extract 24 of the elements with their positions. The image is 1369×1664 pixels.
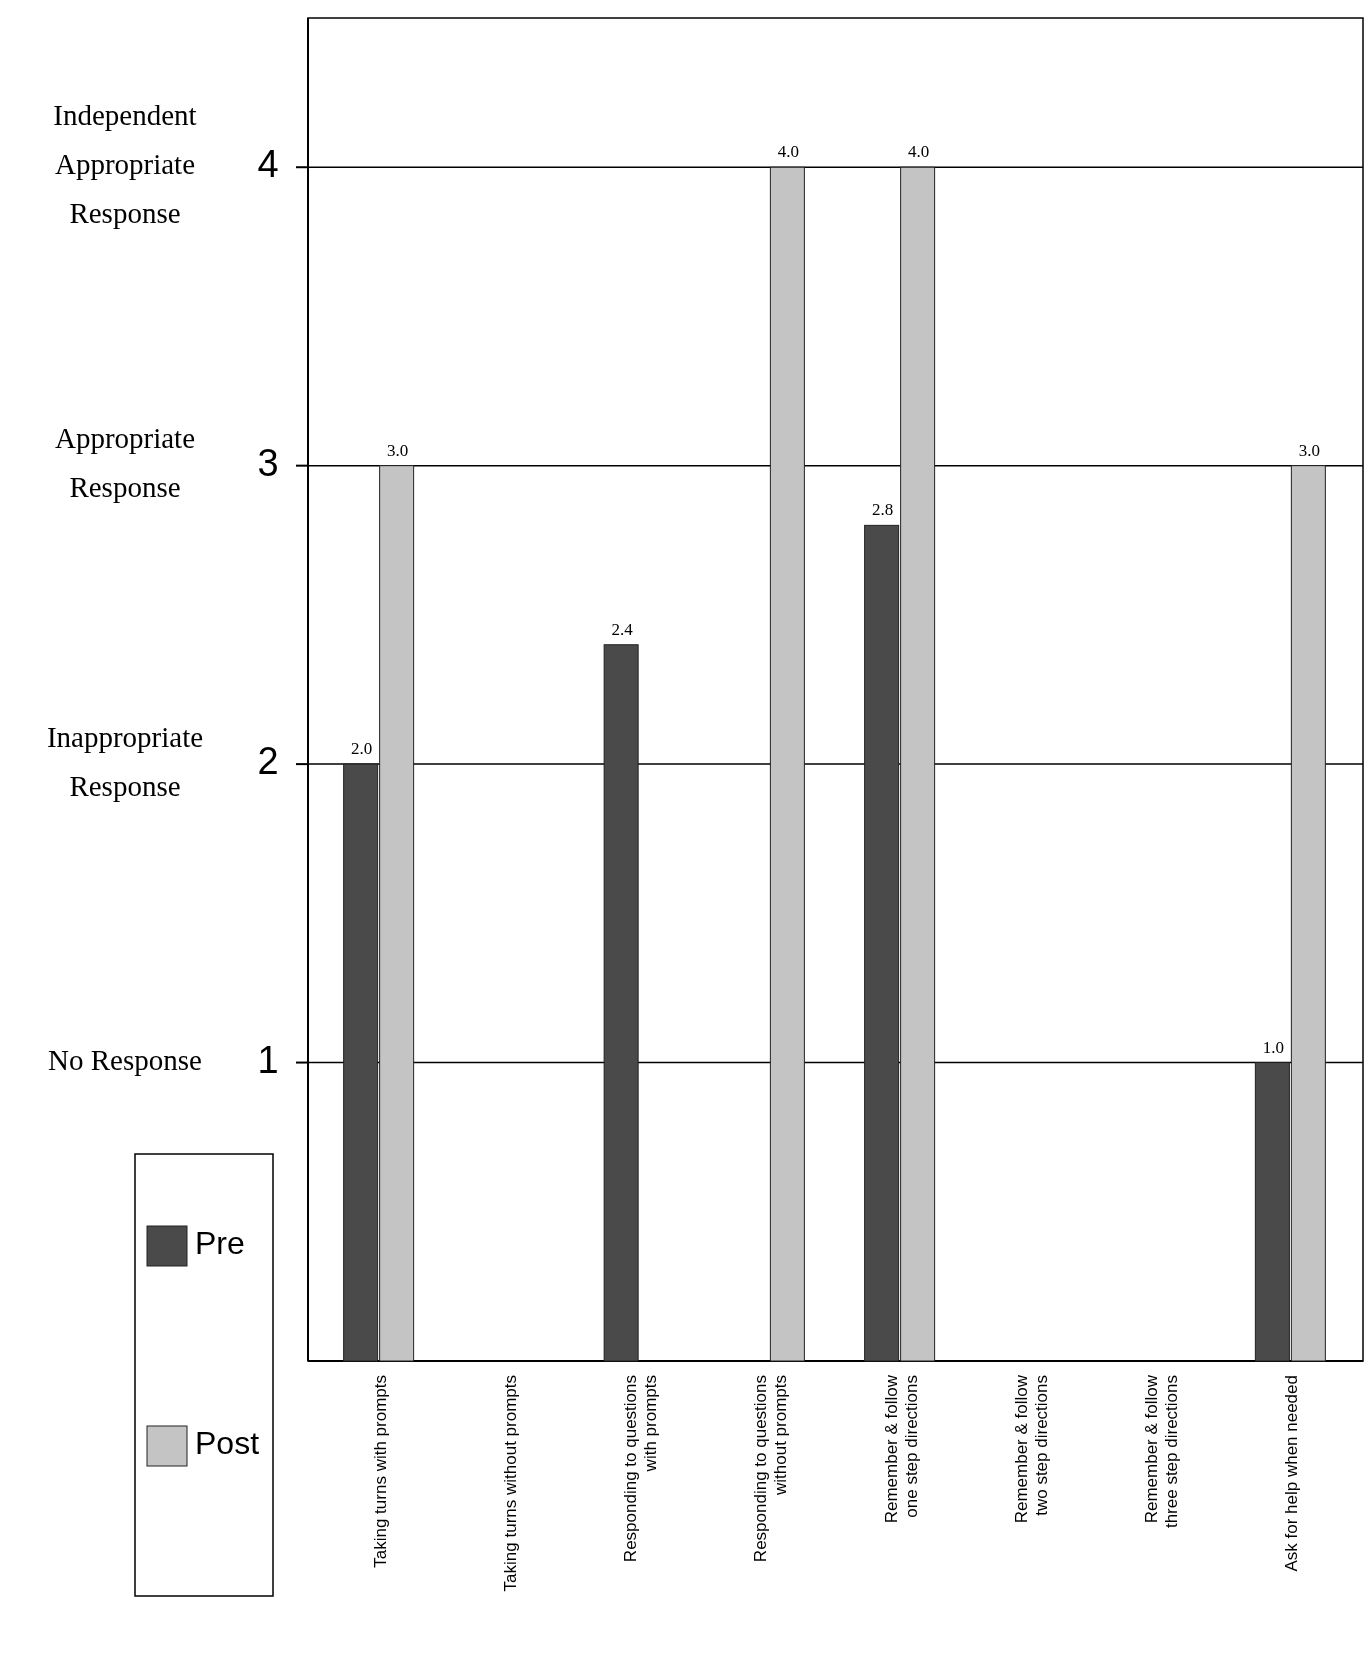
- bar: [603, 644, 639, 1362]
- text: Independent Appropriate Response: [53, 98, 197, 229]
- text: No Response: [48, 1043, 202, 1076]
- data-label: 4.0: [908, 142, 930, 162]
- data-label: 2.4: [611, 619, 634, 639]
- x-tick-label: Taking turns without prompts: [500, 1375, 520, 1592]
- x-tick-label: Taking turns with prompts: [370, 1375, 390, 1568]
- legend-label: Pre: [195, 1225, 245, 1262]
- y-tick-label: 1: [257, 1038, 279, 1081]
- data-label: 1.0: [1262, 1037, 1284, 1057]
- x-tick-label: Ask for help when needed: [1282, 1375, 1302, 1572]
- data-label: 3.0: [387, 440, 409, 460]
- legend-label: Post: [195, 1425, 260, 1462]
- data-label: 2.8: [872, 500, 894, 520]
- y-tick-label: 4: [257, 143, 279, 186]
- text: Appropriate Response: [54, 421, 196, 503]
- text: Inappropriate Response: [46, 720, 204, 802]
- y-tick-label: 3: [257, 441, 279, 484]
- x-tick-label: Responding to questions with prompts: [621, 1375, 661, 1563]
- y-tick-label: 2: [257, 740, 279, 783]
- data-label: 3.0: [1298, 440, 1320, 460]
- data-label: 4.0: [777, 142, 799, 162]
- bar: [769, 166, 805, 1362]
- data-label: 2.0: [351, 739, 373, 759]
